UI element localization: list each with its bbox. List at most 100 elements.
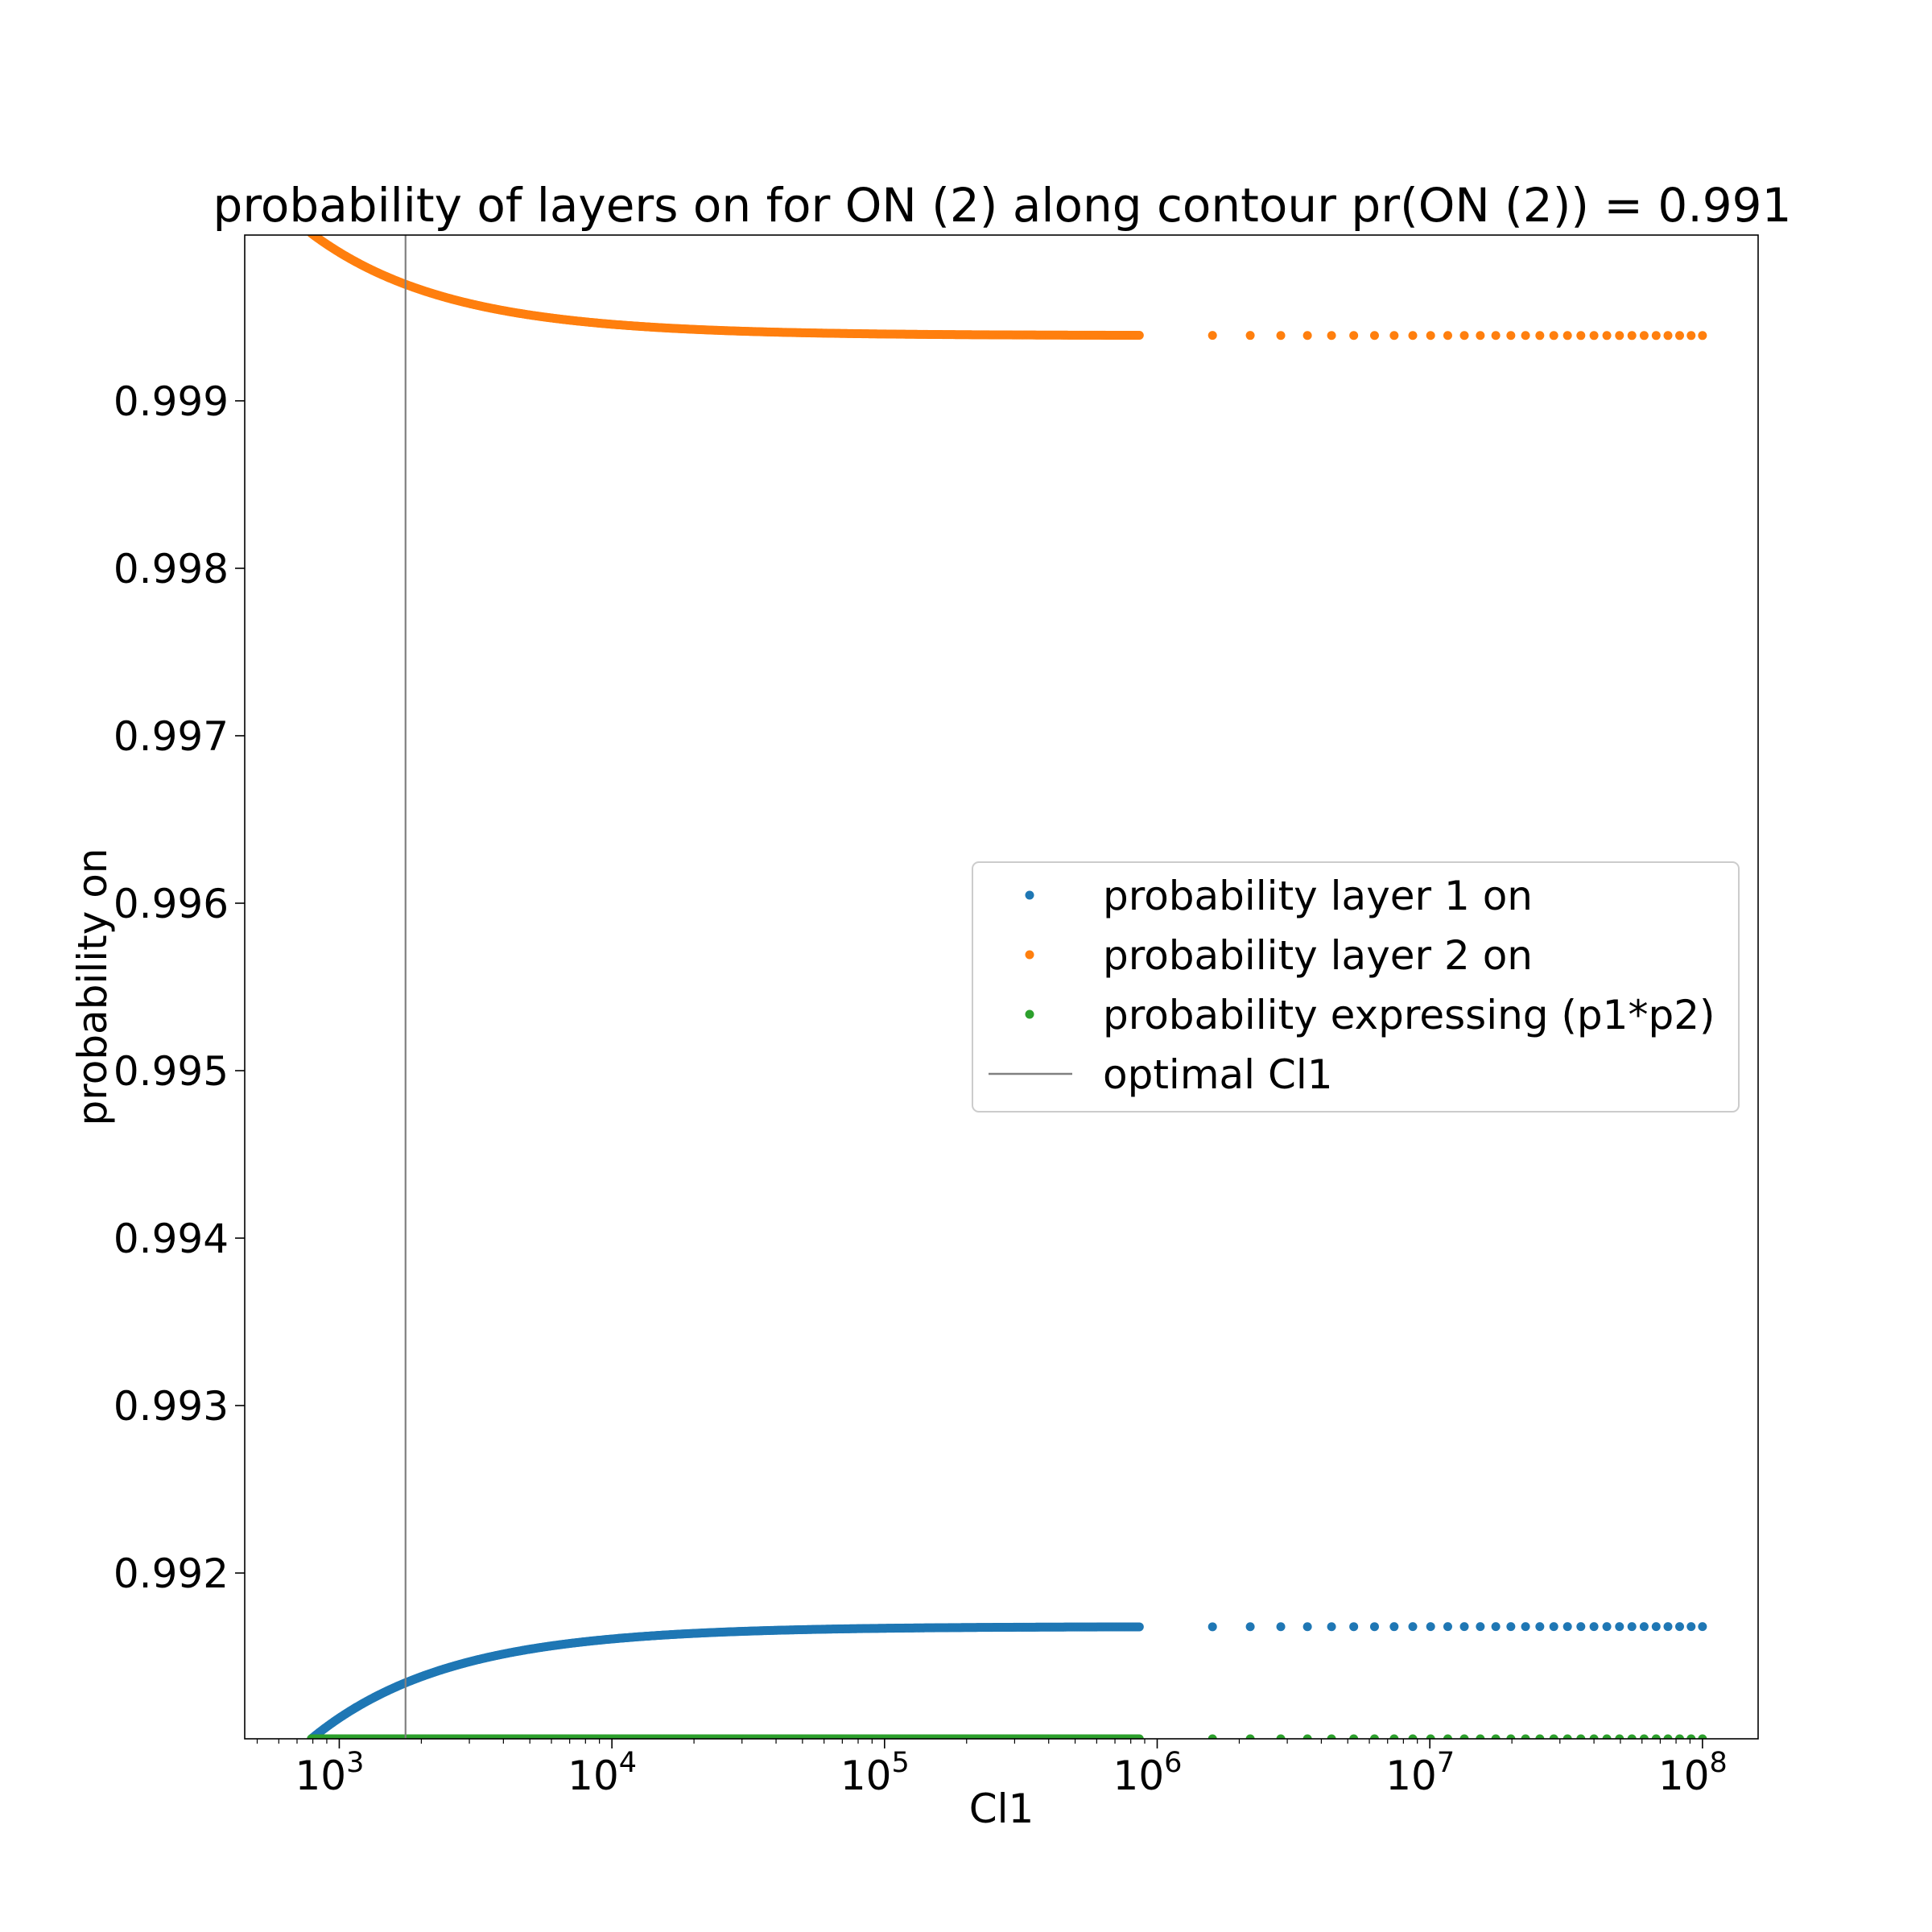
data-point	[1686, 331, 1696, 341]
data-point	[1535, 1734, 1545, 1739]
data-point	[1698, 1622, 1707, 1632]
y-tick-label: 0.993	[114, 1383, 229, 1430]
data-point	[1651, 1622, 1661, 1632]
data-point	[1426, 1734, 1435, 1739]
data-point	[1535, 1622, 1545, 1632]
data-point	[1408, 331, 1418, 341]
data-point	[1476, 331, 1485, 341]
plot-area	[307, 235, 1707, 1739]
data-point	[1491, 1734, 1501, 1739]
data-point	[1302, 1734, 1312, 1739]
series-3	[307, 1734, 1707, 1739]
data-point	[1134, 331, 1144, 341]
data-point	[1276, 331, 1286, 341]
data-point	[1506, 1734, 1516, 1739]
data-point	[1443, 1734, 1452, 1739]
data-point	[1302, 1622, 1312, 1632]
data-point	[1327, 1734, 1336, 1739]
data-point	[1426, 331, 1435, 341]
y-tick-label: 0.995	[114, 1048, 229, 1095]
x-tick-label: 108	[1658, 1747, 1728, 1799]
data-point	[1602, 1622, 1612, 1632]
x-tick-label: 106	[1113, 1747, 1183, 1799]
data-point	[1245, 1622, 1255, 1632]
data-point	[1476, 1622, 1485, 1632]
plot-frame	[244, 234, 1759, 1740]
data-point	[1443, 331, 1452, 341]
data-point	[1686, 1734, 1696, 1739]
data-point	[1521, 1734, 1530, 1739]
x-tick-label: 105	[840, 1747, 910, 1799]
data-point	[1443, 1622, 1452, 1632]
data-point	[1327, 331, 1336, 341]
data-point	[1627, 331, 1637, 341]
data-point	[1276, 1622, 1286, 1632]
x-tick-label: 107	[1385, 1747, 1455, 1799]
x-axis-label: Cl1	[969, 1785, 1034, 1832]
data-point	[1563, 1734, 1572, 1739]
data-point	[1627, 1734, 1637, 1739]
data-point	[1589, 1734, 1599, 1739]
data-point	[1426, 1622, 1435, 1632]
data-point	[1245, 1734, 1255, 1739]
data-point	[1327, 1622, 1336, 1632]
data-point	[1576, 331, 1586, 341]
data-point	[1491, 331, 1501, 341]
data-point	[1459, 1622, 1469, 1632]
data-point	[1563, 331, 1572, 341]
data-point	[1549, 1622, 1558, 1632]
data-point	[1651, 331, 1661, 341]
data-point	[1459, 1734, 1469, 1739]
data-point	[1302, 331, 1312, 341]
legend-label: probability layer 1 on	[1103, 873, 1533, 919]
series-1	[307, 1622, 1707, 1739]
data-point	[1521, 331, 1530, 341]
data-point	[1208, 331, 1217, 341]
data-point	[1506, 331, 1516, 341]
data-point	[1615, 331, 1624, 341]
data-point	[1245, 331, 1255, 341]
data-point	[1276, 1734, 1286, 1739]
data-point	[1369, 1622, 1379, 1632]
legend-marker	[1025, 1009, 1034, 1019]
data-point	[1576, 1734, 1586, 1739]
y-tick-label: 0.994	[114, 1216, 229, 1262]
data-point	[1349, 1734, 1359, 1739]
data-point	[1208, 1622, 1217, 1632]
data-point	[1408, 1622, 1418, 1632]
data-point	[1535, 331, 1545, 341]
y-axis: 0.992 0.993 0.994 0.995 0.996 0.997 0.998 0.999	[114, 378, 245, 1597]
data-point	[1698, 331, 1707, 341]
data-point	[1589, 331, 1599, 341]
data-point	[1369, 1734, 1379, 1739]
legend-label: probability layer 2 on	[1103, 932, 1533, 979]
data-point	[1369, 331, 1379, 341]
data-point	[1349, 331, 1359, 341]
data-point	[1549, 1734, 1558, 1739]
data-point	[1589, 1622, 1599, 1632]
data-point	[1134, 1734, 1144, 1739]
data-point	[1615, 1622, 1624, 1632]
data-point	[1459, 331, 1469, 341]
chart-title: probability of layers on for ON (2) alon…	[213, 178, 1792, 233]
data-point	[1349, 1622, 1359, 1632]
data-point	[1639, 1734, 1649, 1739]
y-tick-label: 0.992	[114, 1550, 229, 1597]
data-point	[1563, 1622, 1572, 1632]
data-point	[1576, 1622, 1586, 1632]
legend-label: optimal Cl1	[1103, 1051, 1333, 1098]
legend: probability layer 1 on probability layer …	[972, 861, 1740, 1113]
data-point	[1686, 1622, 1696, 1632]
data-point	[1639, 331, 1649, 341]
x-tick-label: 103	[295, 1747, 364, 1799]
x-axis: 103 104 105 106 107 108	[256, 1739, 1728, 1799]
legend-marker	[1025, 890, 1034, 900]
data-point	[1476, 1734, 1485, 1739]
y-axis-label: probability on	[69, 848, 116, 1126]
data-point	[1698, 1734, 1707, 1739]
data-point	[1521, 1622, 1530, 1632]
x-tick-label: 104	[568, 1747, 637, 1799]
data-point	[1663, 1622, 1673, 1632]
data-point	[1389, 331, 1399, 341]
y-tick-label: 0.996	[114, 881, 229, 927]
